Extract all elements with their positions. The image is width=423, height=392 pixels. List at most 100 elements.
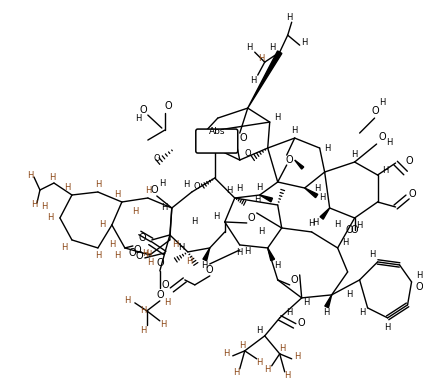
- Text: O: O: [244, 149, 251, 158]
- Text: H: H: [382, 165, 389, 174]
- Text: H: H: [140, 307, 146, 316]
- Text: H: H: [41, 203, 47, 212]
- Text: H: H: [140, 327, 146, 336]
- Text: H: H: [159, 178, 165, 187]
- Text: H: H: [385, 323, 391, 332]
- Text: H: H: [64, 183, 70, 192]
- Text: H: H: [369, 250, 376, 260]
- Text: H: H: [357, 221, 363, 230]
- Text: O: O: [139, 105, 147, 115]
- Text: H: H: [308, 220, 315, 229]
- Polygon shape: [248, 51, 282, 108]
- Text: H: H: [250, 76, 257, 85]
- Text: H: H: [172, 240, 178, 249]
- Text: O: O: [133, 245, 141, 255]
- Text: H: H: [303, 298, 310, 307]
- Text: H: H: [142, 249, 148, 258]
- Text: H: H: [236, 183, 243, 192]
- Text: H: H: [164, 298, 170, 307]
- Text: H: H: [256, 183, 263, 192]
- Text: H: H: [145, 185, 151, 194]
- Text: H: H: [192, 218, 198, 227]
- Text: O: O: [286, 155, 294, 165]
- Text: O: O: [406, 156, 413, 166]
- Text: O: O: [193, 181, 200, 191]
- Text: O: O: [351, 225, 358, 235]
- Polygon shape: [203, 248, 210, 261]
- Text: H: H: [31, 200, 37, 209]
- Text: O: O: [291, 275, 299, 285]
- Text: H: H: [187, 258, 193, 267]
- Text: H: H: [286, 309, 293, 318]
- Text: H: H: [258, 227, 265, 236]
- Text: H: H: [386, 138, 393, 147]
- Text: O: O: [164, 101, 172, 111]
- Polygon shape: [325, 295, 332, 308]
- Text: H: H: [135, 114, 141, 123]
- Text: H: H: [324, 143, 331, 152]
- Text: H: H: [264, 365, 271, 374]
- Text: H: H: [179, 243, 185, 252]
- Text: H: H: [147, 258, 153, 267]
- Polygon shape: [268, 248, 275, 261]
- Polygon shape: [305, 188, 318, 198]
- Text: H: H: [302, 38, 308, 47]
- Text: O: O: [128, 248, 136, 258]
- Text: H: H: [255, 196, 261, 205]
- Text: H: H: [124, 296, 130, 305]
- Text: H: H: [319, 194, 326, 203]
- Text: H: H: [239, 341, 246, 350]
- Text: O: O: [346, 225, 354, 235]
- Text: O: O: [150, 185, 158, 195]
- Text: O: O: [240, 133, 247, 143]
- Text: H: H: [352, 149, 358, 158]
- Text: H: H: [184, 180, 190, 189]
- Text: O: O: [372, 106, 379, 116]
- Text: H: H: [233, 368, 240, 377]
- Text: H: H: [109, 240, 115, 249]
- Polygon shape: [320, 208, 330, 219]
- Text: H: H: [379, 98, 386, 107]
- Text: H: H: [247, 43, 253, 52]
- Text: H: H: [244, 247, 251, 256]
- Polygon shape: [260, 195, 272, 202]
- Text: O: O: [161, 280, 169, 290]
- Text: H: H: [161, 203, 167, 212]
- Text: H: H: [280, 344, 286, 353]
- Text: H: H: [114, 251, 120, 260]
- Text: H: H: [202, 261, 208, 270]
- Text: H: H: [324, 309, 330, 318]
- Text: H: H: [343, 238, 349, 247]
- Text: O: O: [156, 258, 164, 268]
- Text: H: H: [95, 180, 101, 189]
- Text: H: H: [416, 271, 423, 280]
- Text: H: H: [360, 309, 366, 318]
- Text: H: H: [258, 54, 265, 63]
- Text: H: H: [269, 43, 276, 52]
- Text: H: H: [346, 290, 353, 299]
- Text: H: H: [132, 207, 138, 216]
- Text: H: H: [236, 249, 243, 258]
- Text: O: O: [138, 233, 146, 243]
- Text: O: O: [409, 189, 416, 199]
- Text: O: O: [156, 290, 164, 300]
- Text: H: H: [294, 352, 301, 361]
- Text: H: H: [159, 320, 166, 329]
- Text: H: H: [286, 13, 293, 22]
- Text: H: H: [313, 218, 319, 227]
- Text: H: H: [224, 349, 230, 358]
- Text: O: O: [379, 132, 386, 142]
- Text: O: O: [416, 282, 423, 292]
- Text: H: H: [61, 243, 67, 252]
- Text: H: H: [275, 113, 281, 122]
- Text: O: O: [248, 213, 255, 223]
- Text: Abs: Abs: [209, 127, 225, 136]
- Text: H: H: [291, 125, 298, 134]
- FancyBboxPatch shape: [196, 129, 238, 153]
- Text: H: H: [275, 261, 281, 270]
- Text: H: H: [314, 183, 321, 192]
- Text: H: H: [47, 214, 53, 223]
- Text: H: H: [145, 250, 151, 260]
- Text: H: H: [256, 358, 263, 367]
- Text: H: H: [95, 251, 101, 260]
